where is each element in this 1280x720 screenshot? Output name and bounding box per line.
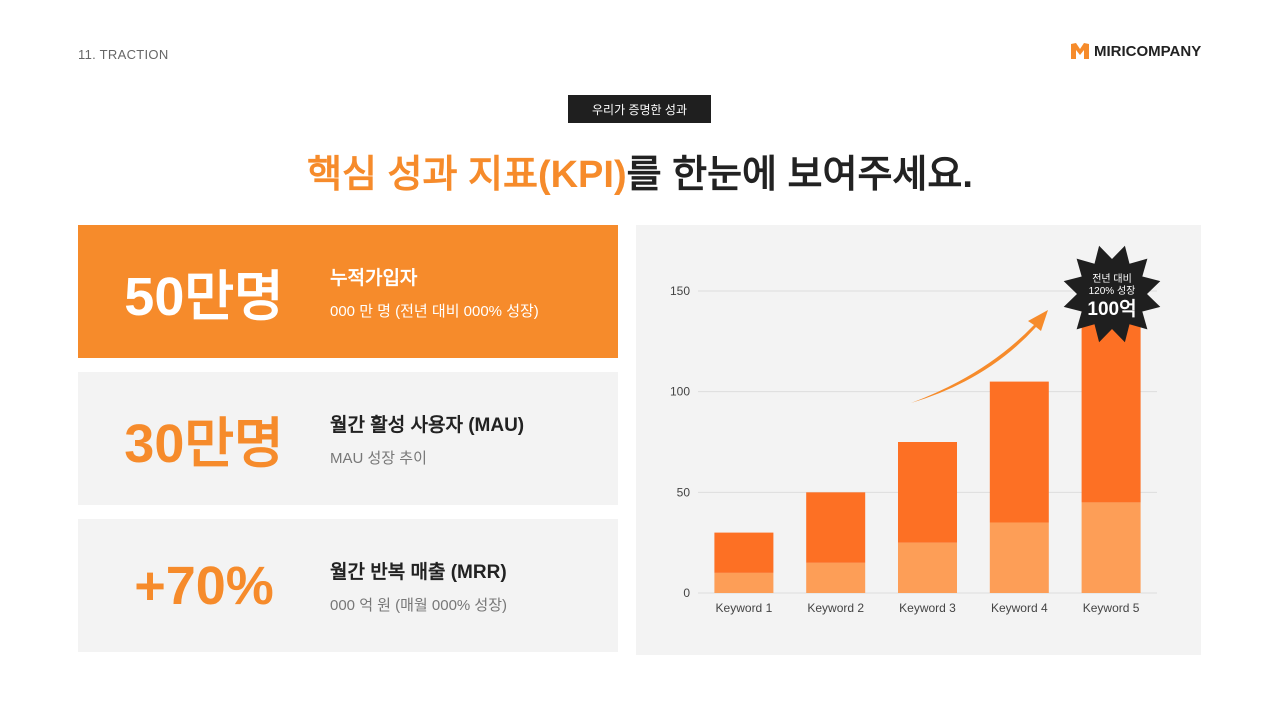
x-tick-label: Keyword 1 [716,601,773,615]
title-rest: 를 한눈에 보여주세요. [626,154,973,196]
kpi-sub: 000 억 원 (매월 000% 성장) [330,596,508,614]
kpi-label: 누적가입자 [330,267,418,289]
y-tick-label: 100 [670,385,690,399]
bar-segment [989,522,1049,593]
kpi-card: +70% 월간 반복 매출 (MRR) 000 억 원 (매월 000% 성장) [78,519,618,652]
title-highlight: 핵심 성과 지표(KPI) [307,154,627,196]
x-tick-label: Keyword 2 [807,601,864,615]
bar-segment [989,381,1049,523]
bar-segment [806,492,866,563]
callout-line1: 전년 대비 [1092,273,1132,285]
chart-panel: 0 50 100 150 Keyword 1 Keyword 2 Keyword 3 Keyw… [636,225,1201,655]
kpi-value: +70% [134,555,274,616]
y-tick-label: 50 [677,485,691,499]
bar-segment [714,572,774,593]
bar-segment [1081,502,1141,593]
kpi-label: 월간 반복 매출 (MRR) [330,561,507,583]
logo-icon [1071,43,1089,59]
section-badge: 우리가 증명한 성과 [568,95,711,123]
logo-text: MIRICOMPANY [1094,42,1202,60]
kpi-sub: 000 만 명 (전년 대비 000% 성장) [330,302,539,320]
x-tick-label: Keyword 5 [1083,601,1140,615]
bar-segment [1081,311,1141,503]
bar-segment [714,532,774,573]
callout-line2: 120% 성장 [1089,285,1136,297]
logo: MIRICOMPANY [1070,42,1201,60]
bar-segment [898,442,957,543]
growth-arrow-icon [911,310,1048,403]
x-tick-label: Keyword 4 [991,601,1048,615]
x-tick-label: Keyword 3 [899,601,956,615]
starburst-badge-icon [1063,245,1161,343]
callout-value: 100억 [1087,298,1136,320]
bar-segment [898,542,957,593]
y-tick-label: 0 [683,586,690,600]
kpi-sub: MAU 성장 추이 [330,449,427,467]
kpi-label: 월간 활성 사용자 (MAU) [330,414,525,436]
stacked-bar-chart: 0 50 100 150 Keyword 1 Keyword 2 Keyword 3 Keyw… [670,245,1161,615]
bar-segment [806,562,866,593]
kpi-card: 30만명 월간 활성 사용자 (MAU) MAU 성장 추이 [78,372,618,505]
kpi-value: 30만명 [124,414,284,474]
page-title: 핵심 성과 지표(KPI)를 한눈에 보여주세요. [0,143,1280,198]
kpi-card: 50만명 누적가입자 000 만 명 (전년 대비 000% 성장) [78,225,618,358]
y-tick-label: 150 [670,284,690,298]
kpi-value: 50만명 [124,267,284,327]
section-label: 11. TRACTION [78,47,169,62]
